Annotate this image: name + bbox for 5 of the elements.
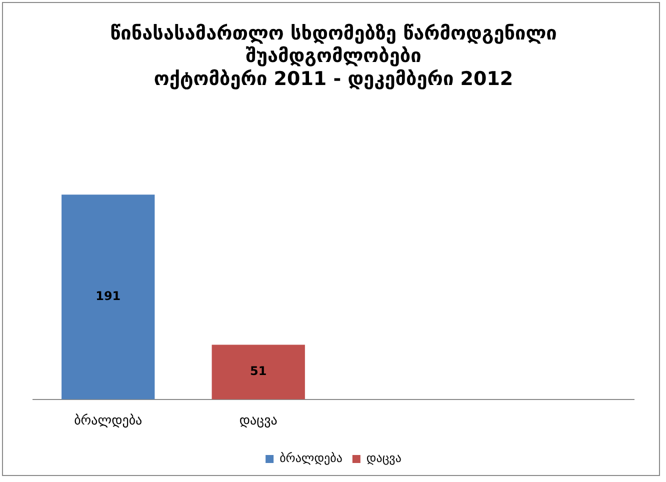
- data-label: 51: [250, 364, 267, 378]
- data-label: 191: [96, 289, 121, 304]
- chart-title: წინასასამართლო სხდომებზე წარმოდგენილი შუამდგომლობები ოქტომბერი 2011 - დეკემბერი 2012: [110, 22, 557, 90]
- legend-label: ბრალდება: [280, 451, 342, 466]
- legend-label: დაცვა: [366, 451, 402, 466]
